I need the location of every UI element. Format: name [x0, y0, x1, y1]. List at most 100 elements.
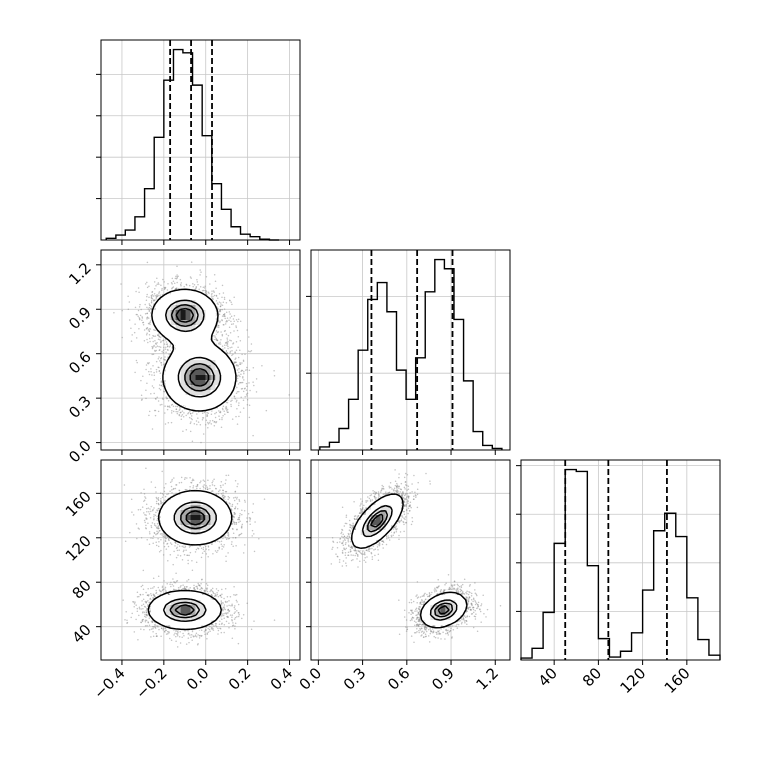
scatter-point: [236, 386, 238, 389]
scatter-point: [263, 498, 266, 500]
scatter-point: [239, 349, 241, 351]
scatter-point: [164, 412, 166, 414]
scatter-point: [170, 281, 173, 284]
scatter-point: [156, 533, 158, 535]
scatter-point: [134, 306, 137, 309]
scatter-point: [236, 518, 239, 521]
scatter-point: [168, 346, 171, 348]
scatter-point: [149, 328, 152, 330]
scatter-point: [220, 302, 222, 304]
scatter-point: [252, 367, 255, 369]
scatter-point: [175, 580, 178, 583]
scatter-point: [171, 489, 173, 491]
scatter-point: [169, 490, 171, 493]
scatter-point: [153, 514, 155, 516]
scatter-point: [146, 286, 149, 289]
scatter-point: [152, 597, 155, 600]
scatter-point: [203, 287, 206, 289]
scatter-point: [156, 509, 159, 512]
scatter-point: [160, 362, 162, 364]
scatter-point: [160, 357, 163, 359]
scatter-point: [163, 391, 165, 393]
scatter-point: [225, 474, 227, 477]
scatter-point: [175, 484, 178, 486]
scatter-point: [209, 420, 211, 422]
scatter-point: [164, 423, 167, 425]
scatter-point: [226, 339, 229, 341]
scatter-point: [209, 283, 211, 285]
scatter-point: [187, 637, 190, 639]
scatter-point: [147, 605, 149, 607]
scatter-point: [184, 476, 186, 479]
scatter-point: [166, 493, 168, 496]
scatter-point: [222, 546, 225, 548]
scatter-point: [253, 620, 255, 622]
scatter-point: [223, 308, 226, 310]
scatter-point: [227, 345, 229, 348]
scatter-point: [247, 350, 250, 352]
scatter-point: [205, 275, 208, 278]
scatter-point: [213, 421, 215, 423]
scatter-point: [221, 417, 223, 419]
scatter-point: [205, 292, 208, 295]
scatter-point: [150, 592, 152, 595]
scatter-point: [236, 423, 239, 425]
scatter-point: [192, 478, 194, 480]
scatter-point: [166, 405, 169, 407]
scatter-point: [238, 371, 240, 374]
scatter-point: [223, 544, 225, 546]
scatter-point: [220, 596, 223, 598]
scatter-point: [153, 292, 156, 295]
scatter-point: [179, 278, 182, 281]
scatter-point: [233, 516, 235, 518]
scatter-point: [160, 501, 162, 504]
scatter-point: [159, 404, 162, 406]
scatter-point: [143, 519, 146, 522]
scatter-point: [221, 333, 224, 336]
scatter-point: [235, 349, 238, 352]
scatter-point: [155, 525, 157, 527]
scatter-point: [183, 412, 185, 414]
scatter-point: [183, 549, 185, 552]
scatter-point: [162, 554, 165, 556]
scatter-point: [148, 414, 150, 417]
scatter-point: [228, 319, 230, 321]
scatter-point: [203, 411, 206, 414]
scatter-point: [192, 285, 194, 288]
scatter-point: [205, 553, 208, 555]
scatter-point: [141, 319, 143, 321]
scatter-point: [235, 545, 237, 547]
scatter-point: [130, 498, 133, 500]
scatter-point: [175, 572, 177, 575]
scatter-point: [156, 334, 159, 336]
scatter-point: [193, 584, 195, 587]
scatter-point: [144, 496, 146, 498]
scatter-point: [144, 521, 146, 524]
scatter-point: [153, 344, 155, 347]
scatter-point: [225, 321, 227, 323]
scatter-point: [121, 336, 123, 339]
scatter-point: [222, 408, 224, 411]
scatter-point: [236, 380, 238, 382]
scatter-point: [180, 418, 183, 420]
scatter-point: [145, 527, 147, 530]
scatter-point: [202, 286, 205, 289]
scatter-point: [146, 538, 148, 541]
scatter-point: [190, 633, 193, 636]
scatter-point: [233, 618, 236, 620]
scatter-point: [149, 323, 151, 326]
scatter-point: [196, 643, 199, 646]
scatter-point: [246, 602, 248, 604]
scatter-point: [128, 301, 131, 303]
scatter-point: [138, 316, 140, 319]
scatter-point: [155, 526, 158, 529]
scatter-point: [223, 313, 226, 315]
scatter-point: [246, 403, 249, 406]
scatter-point: [160, 380, 163, 382]
scatter-point: [185, 414, 187, 417]
scatter-point: [157, 507, 160, 510]
scatter-point: [238, 415, 240, 418]
scatter-point: [137, 315, 139, 318]
scatter-point: [151, 428, 154, 430]
scatter-point: [196, 484, 199, 486]
